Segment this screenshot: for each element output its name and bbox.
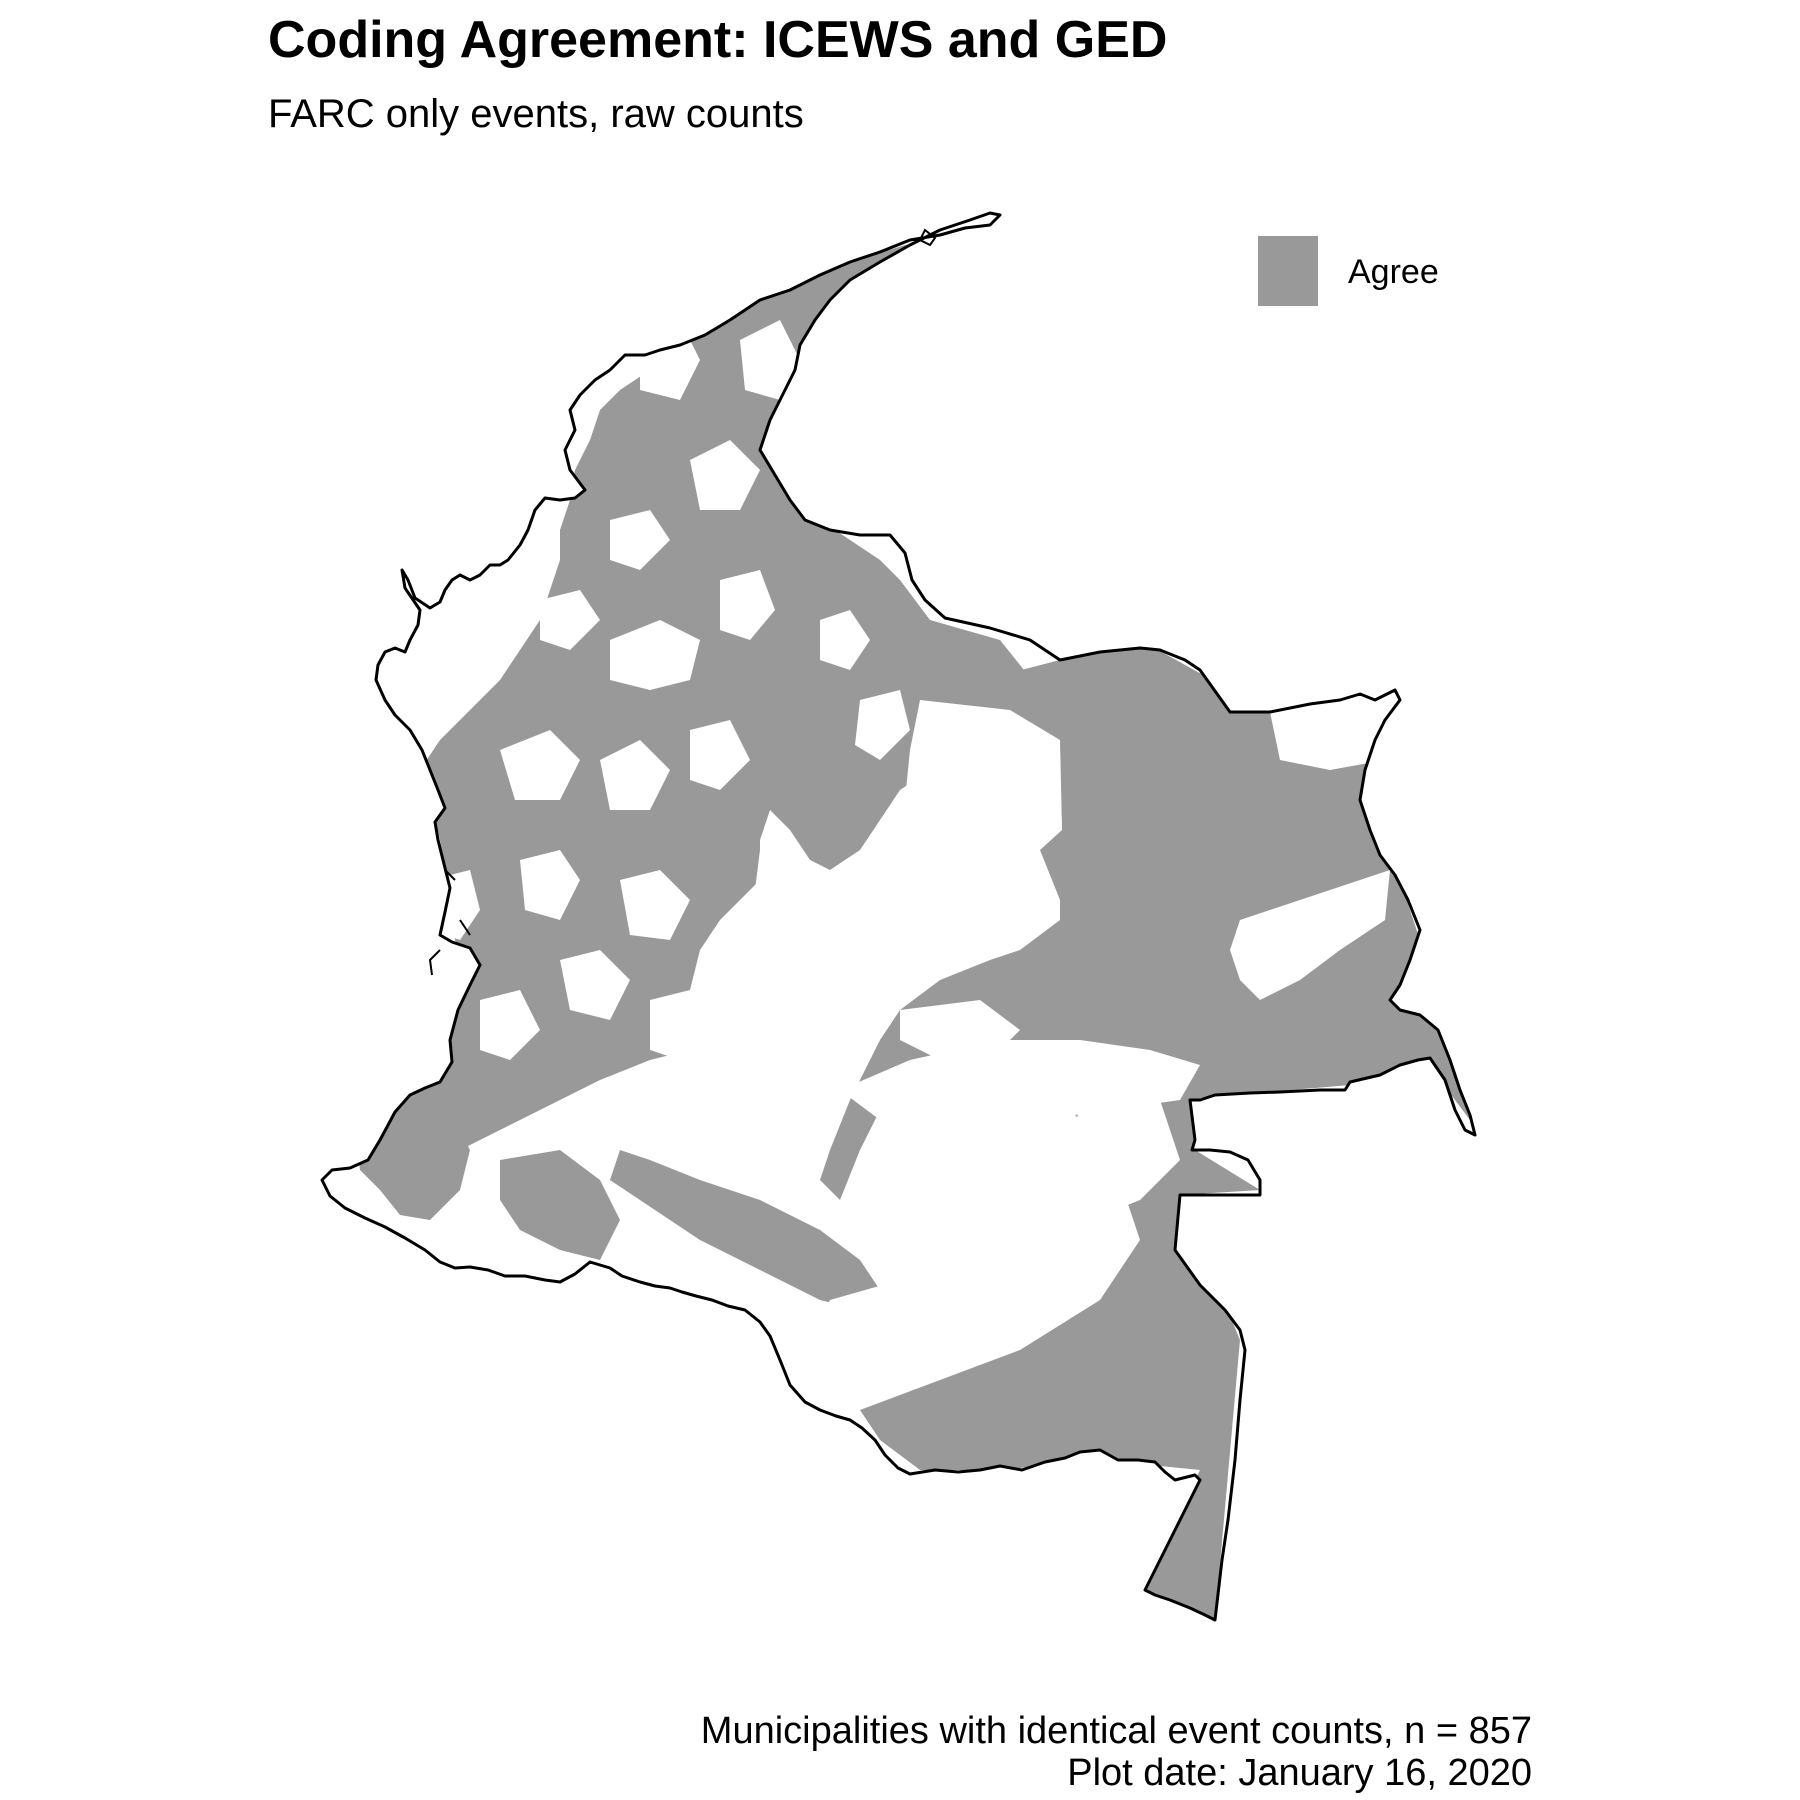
chart-title: Coding Agreement: ICEWS and GED	[268, 11, 1168, 69]
caption-line-2: Plot date: January 16, 2020	[1067, 1752, 1532, 1794]
caption: Municipalities with identical event coun…	[701, 1710, 1532, 1794]
caption-line-1: Municipalities with identical event coun…	[700, 1710, 1532, 1752]
chart-subtitle: FARC only events, raw counts	[268, 92, 804, 136]
legend-swatch-agree	[1258, 236, 1318, 306]
legend-label-agree: Agree	[1348, 253, 1439, 291]
country-border	[320, 211, 1477, 1622]
agree-regions	[355, 240, 1470, 1620]
coastal-islands	[428, 228, 937, 976]
